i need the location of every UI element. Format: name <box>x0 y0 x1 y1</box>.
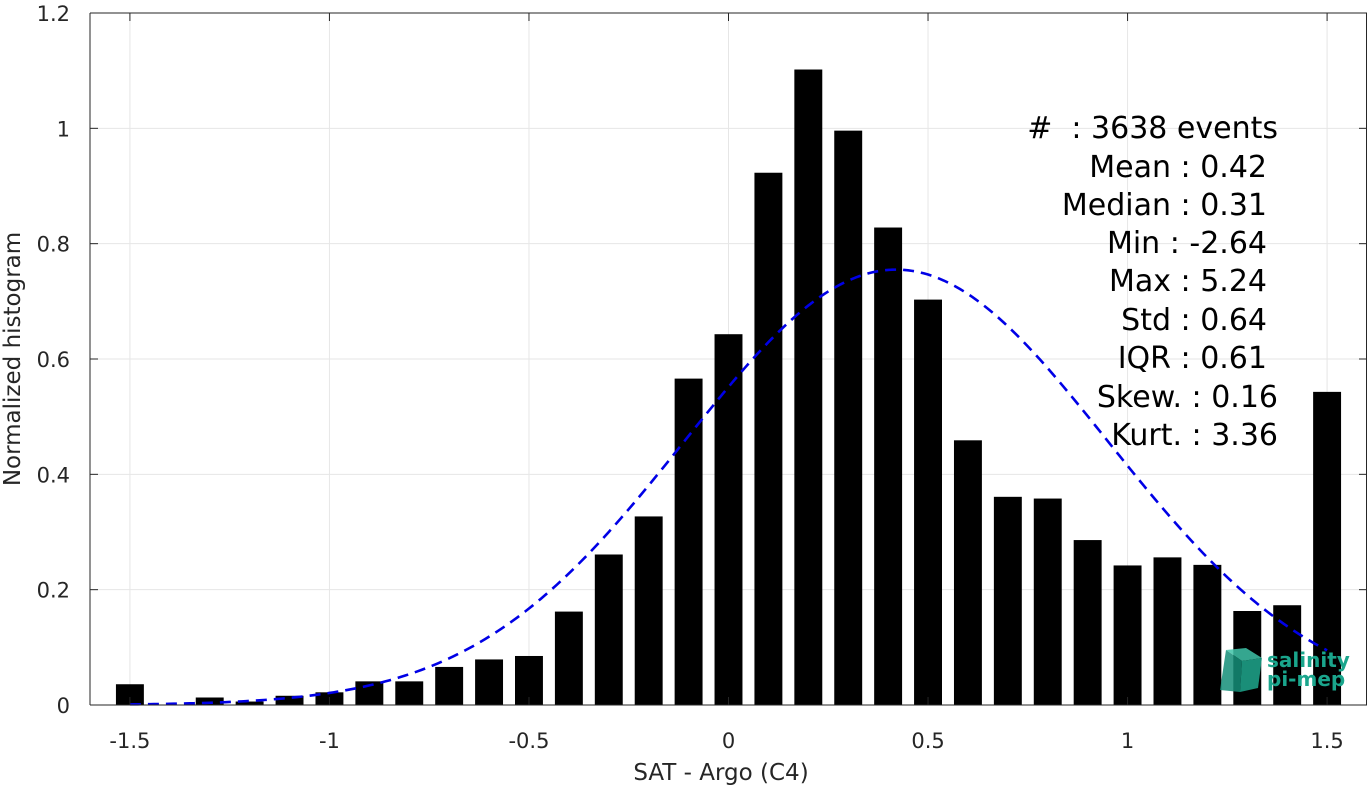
histogram-bar-8 <box>435 666 464 705</box>
stat-min: Min : -2.64 <box>1107 226 1267 261</box>
histogram-bar-9 <box>475 659 504 705</box>
histogram-bar-6 <box>355 681 384 705</box>
logo-text-pimep: pi-mep <box>1267 667 1345 691</box>
stats-box: # : 3638 events Mean : 0.42 Median : 0.3… <box>1027 111 1278 453</box>
cube-logo-icon <box>1220 648 1262 692</box>
histogram-bar-3 <box>235 701 264 705</box>
x-axis-label: SAT - Argo (C4) <box>633 760 808 786</box>
x-tick-label-4: 0.5 <box>911 729 944 753</box>
x-tick-label-6: 1.5 <box>1310 729 1343 753</box>
histogram-bar-4 <box>275 695 304 705</box>
x-tick-label-2: -0.5 <box>508 729 549 753</box>
y-tick-label-4: 0.8 <box>37 233 70 257</box>
x-tick-label-3: 0 <box>722 729 735 753</box>
histogram-bar-12 <box>594 554 623 705</box>
histogram-bar-19 <box>874 227 903 705</box>
gaussian-fit-curve <box>129 268 1328 706</box>
histogram-bar-11 <box>554 611 583 705</box>
logo-text-salinity: salinity <box>1267 648 1350 672</box>
y-tick-labels: 0 0.2 0.4 0.6 0.8 1 1.2 <box>37 2 70 718</box>
histogram-bar-10 <box>515 655 543 705</box>
y-tick-label-3: 0.6 <box>37 348 70 372</box>
histogram-bar-29 <box>1273 605 1302 705</box>
histogram-bar-14 <box>674 378 703 705</box>
x-tick-labels: -1.5 -1 -0.5 0 0.5 1 1.5 <box>109 729 1343 753</box>
y-tick-label-0: 0 <box>57 694 70 718</box>
stat-std: Std : 0.64 <box>1121 303 1267 338</box>
stat-iqr: IQR : 0.61 <box>1118 341 1267 376</box>
x-tick-label-5: 1 <box>1121 729 1134 753</box>
y-tick-label-6: 1.2 <box>37 2 70 26</box>
histogram-bars <box>115 69 1342 706</box>
histogram-bar-21 <box>953 440 982 705</box>
y-axis-label: Normalized histogram <box>0 232 26 486</box>
histogram-bar-17 <box>794 69 823 706</box>
histogram-bar-15 <box>714 334 743 705</box>
stat-max: Max : 5.24 <box>1109 264 1267 299</box>
stat-kurt: Kurt. : 3.36 <box>1111 418 1278 453</box>
histogram-bar-30 <box>1313 391 1342 705</box>
x-tick-label-1: -1 <box>319 729 340 753</box>
histogram-bar-16 <box>754 172 783 705</box>
stat-count: # : 3638 events <box>1027 111 1278 146</box>
y-tick-label-2: 0.4 <box>37 463 70 487</box>
histogram-bar-23 <box>1033 498 1062 705</box>
histogram-bar-13 <box>634 516 663 705</box>
histogram-bar-18 <box>834 130 863 705</box>
x-tick-label-0: -1.5 <box>109 729 150 753</box>
y-tick-label-1: 0.2 <box>37 579 70 603</box>
histogram-bar-27 <box>1193 564 1222 705</box>
histogram-bar-2 <box>195 697 224 705</box>
histogram-bar-22 <box>993 496 1022 705</box>
stat-mean: Mean : 0.42 <box>1089 150 1267 185</box>
histogram-bar-7 <box>395 681 424 705</box>
histogram-bar-24 <box>1073 540 1102 705</box>
y-tick-label-5: 1 <box>57 117 70 141</box>
stat-skew: Skew. : 0.16 <box>1097 380 1278 415</box>
histogram-bar-25 <box>1113 565 1142 705</box>
stat-median: Median : 0.31 <box>1062 188 1267 223</box>
salinity-pimep-logo: salinity pi-mep <box>1220 648 1350 692</box>
histogram-bar-20 <box>914 299 942 705</box>
histogram-bar-26 <box>1153 557 1182 705</box>
histogram-bar-0 <box>115 684 144 705</box>
